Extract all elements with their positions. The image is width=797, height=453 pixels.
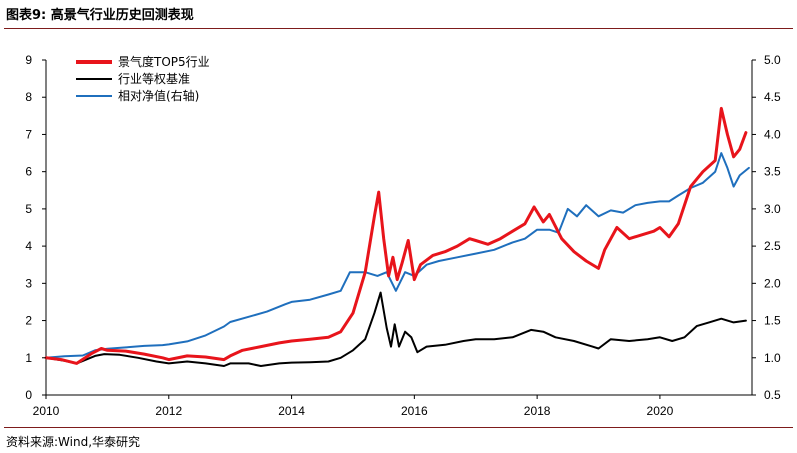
left-tick-label: 7 [25, 127, 32, 141]
left-tick-label: 2 [25, 314, 32, 328]
right-tick-label: 1.0 [764, 351, 781, 365]
right-tick-label: 3.5 [764, 165, 781, 179]
left-tick-label: 3 [25, 276, 32, 290]
legend-label: 行业等权基准 [118, 72, 190, 86]
left-tick-label: 4 [25, 239, 32, 253]
x-tick-label: 2018 [524, 404, 551, 418]
plot-frame [45, 60, 753, 396]
right-tick-label: 4.5 [764, 90, 781, 104]
source-divider [4, 427, 793, 428]
left-tick-label: 0 [25, 388, 32, 402]
x-tick-label: 2014 [278, 404, 305, 418]
title-divider [4, 28, 793, 29]
right-tick-label: 4.0 [764, 127, 781, 141]
x-axis-ticks: 2010 2012 2014 2016 2018 2020 [33, 395, 674, 418]
legend-label: 景气度TOP5行业 [118, 54, 210, 69]
right-tick-label: 5.0 [764, 53, 781, 67]
series-line-top5 [44, 106, 748, 365]
left-tick-label: 6 [25, 165, 32, 179]
series-line-benchmark [45, 291, 747, 367]
left-tick-label: 5 [25, 202, 32, 216]
left-tick-label: 8 [25, 90, 32, 104]
right-tick-label: 1.5 [764, 314, 781, 328]
figure-title: 图表9: 高景气行业历史回测表现 [6, 8, 194, 23]
figure-source: 资料来源:Wind,华泰研究 [6, 435, 141, 449]
x-tick-label: 2016 [401, 404, 428, 418]
right-tick-label: 2.5 [764, 239, 781, 253]
series-line-relative-nav [45, 152, 750, 359]
right-tick-label: 2.0 [764, 276, 781, 290]
x-tick-label: 2010 [33, 404, 60, 418]
left-axis-ticks: 0 1 2 3 4 5 6 7 8 9 [25, 53, 46, 402]
right-tick-label: 0.5 [764, 388, 781, 402]
left-tick-label: 1 [25, 351, 32, 365]
right-axis-ticks: 0.5 1.0 1.5 2.0 2.5 3.0 3.5 4.0 4.5 5.0 [752, 53, 781, 402]
x-tick-label: 2012 [155, 404, 182, 418]
series-lines [44, 106, 750, 367]
left-tick-label: 9 [25, 53, 32, 67]
legend-label: 相对净值(右轴) [118, 88, 199, 103]
x-tick-label: 2020 [647, 404, 674, 418]
right-tick-label: 3.0 [764, 202, 781, 216]
